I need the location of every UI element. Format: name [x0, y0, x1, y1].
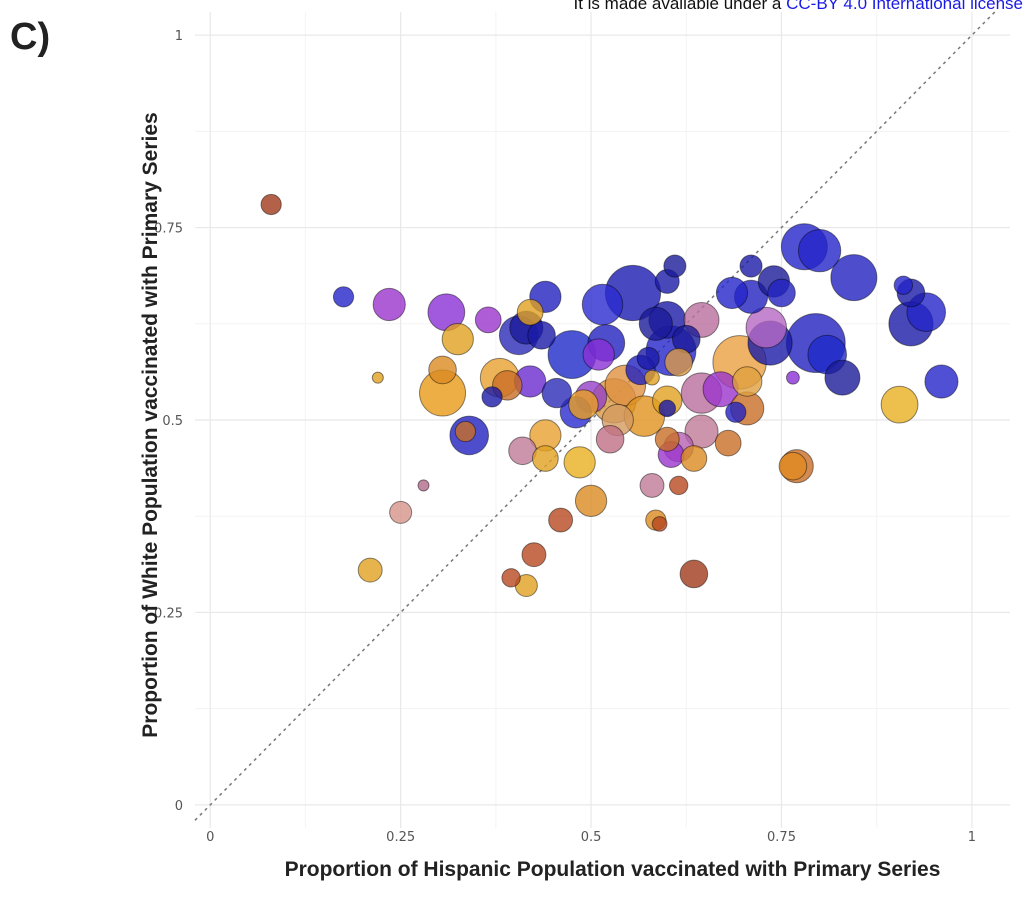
data-point: [778, 451, 808, 481]
data-point: [501, 568, 521, 588]
data-point: [731, 366, 763, 397]
data-point: [582, 338, 615, 371]
data-point: [563, 446, 596, 479]
tick-labels: 0 0.25 0.5 0.75 1 0 0.25 0.5 0.75 1: [154, 29, 976, 845]
data-point: [767, 278, 796, 308]
data-point: [664, 347, 693, 377]
data-point: [441, 323, 474, 356]
data-point: [924, 364, 959, 399]
data-point: [474, 306, 502, 334]
data-point: [714, 429, 742, 457]
data-point: [785, 370, 800, 385]
data-point: [454, 420, 477, 443]
y-tick-label: 0: [175, 799, 183, 814]
data-point: [654, 426, 680, 452]
data-points: [260, 193, 959, 598]
data-point: [668, 475, 689, 496]
y-axis-title: Proportion of White Population vaccinate…: [139, 112, 162, 737]
x-tick-label: 0.25: [386, 830, 415, 845]
data-point: [639, 472, 665, 498]
data-point: [521, 542, 547, 568]
data-point: [658, 399, 677, 418]
y-tick-label: 1: [175, 29, 183, 44]
data-point: [636, 346, 660, 370]
data-point: [531, 445, 559, 472]
data-point: [481, 386, 503, 408]
data-point: [663, 254, 687, 278]
data-point: [516, 298, 544, 326]
license-link[interactable]: CC-BY 4.0 International license: [786, 0, 1023, 13]
x-tick-label: 0: [206, 830, 214, 845]
data-point: [893, 275, 914, 295]
panel-label: C): [10, 16, 51, 58]
data-point: [372, 287, 406, 322]
data-point: [574, 484, 608, 517]
data-point: [581, 283, 624, 326]
data-point: [680, 445, 708, 472]
data-point: [595, 424, 625, 454]
x-tick-label: 1: [968, 830, 976, 845]
data-point: [824, 359, 861, 396]
x-tick-label: 0.5: [581, 830, 602, 845]
data-point: [715, 276, 749, 310]
data-point: [541, 377, 573, 409]
data-point: [797, 228, 842, 273]
data-point: [389, 500, 413, 524]
license-notice: It is made available under a CC-BY 4.0 I…: [573, 0, 1023, 14]
data-point: [357, 557, 383, 583]
y-tick-label: 0.25: [154, 606, 183, 621]
data-point: [428, 355, 457, 385]
x-axis-title: Proportion of Hispanic Population vaccin…: [285, 858, 941, 881]
reference-diagonal-line: [194, 11, 996, 821]
data-point: [725, 401, 747, 423]
y-tick-label: 0.75: [154, 222, 183, 237]
data-point: [568, 389, 599, 420]
data-point: [739, 254, 763, 278]
data-point: [745, 306, 788, 349]
data-point: [644, 369, 660, 386]
x-tick-label: 0.75: [767, 830, 796, 845]
data-point: [548, 507, 574, 533]
license-prefix: It is made available under a: [573, 0, 782, 13]
data-point: [679, 559, 709, 589]
data-point: [651, 516, 668, 532]
data-point: [371, 371, 384, 384]
data-point: [417, 479, 430, 492]
data-point: [332, 286, 355, 308]
y-tick-label: 0.5: [162, 414, 183, 429]
data-point: [830, 254, 878, 302]
data-point: [260, 193, 282, 216]
data-point: [527, 321, 556, 350]
data-point: [638, 306, 673, 341]
data-point: [880, 385, 919, 424]
